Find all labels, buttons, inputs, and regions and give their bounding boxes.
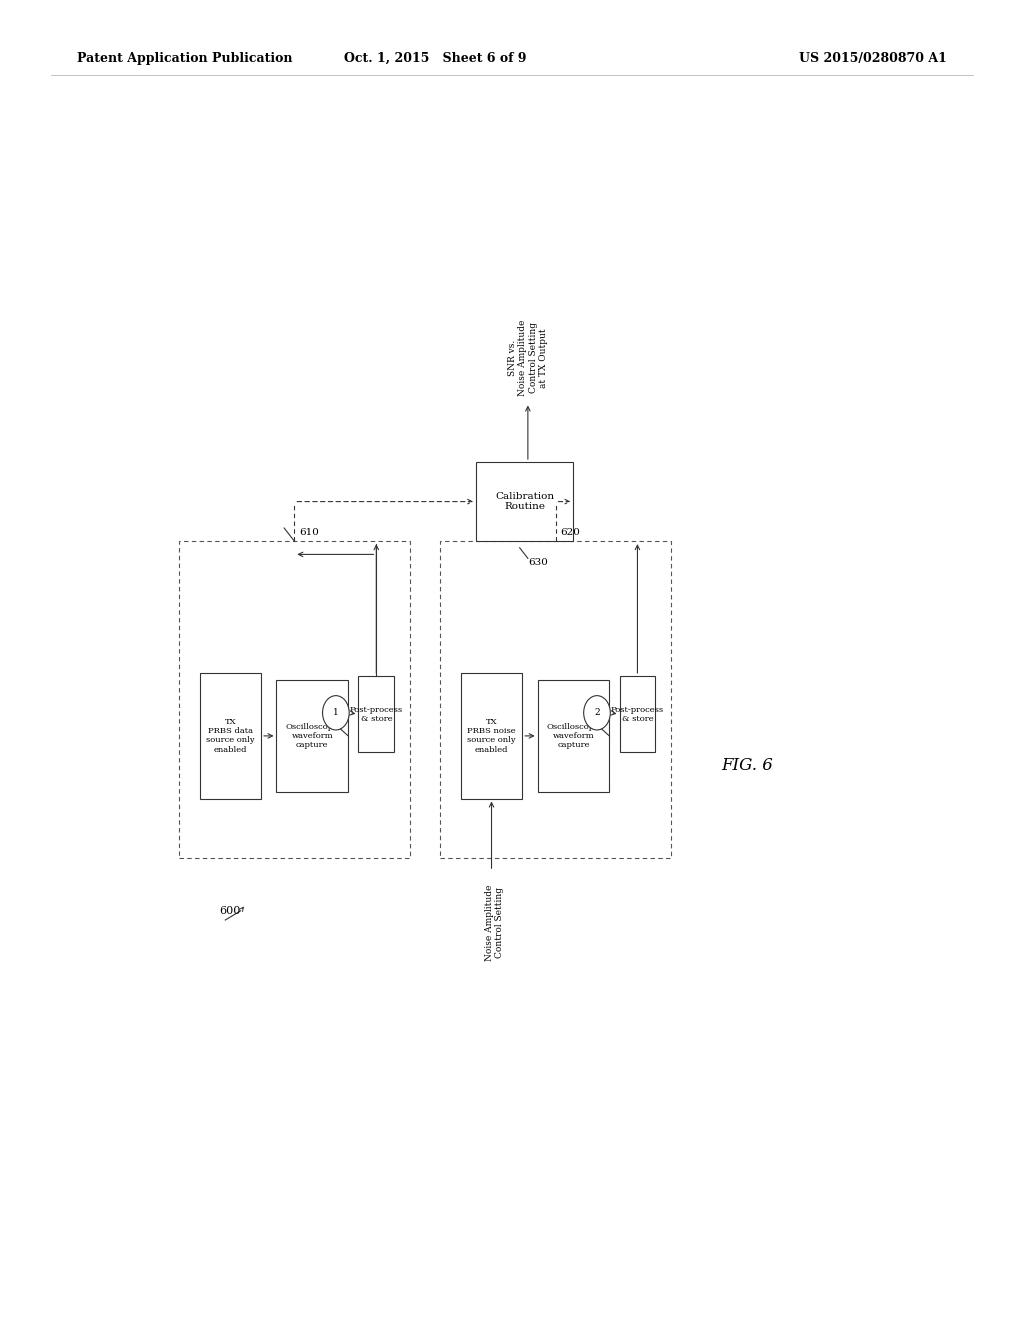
Circle shape: [323, 696, 349, 730]
Bar: [476, 462, 573, 541]
Bar: [200, 673, 261, 799]
Text: SNR vs.
Noise Amplitude
Control Setting
at TX Output: SNR vs. Noise Amplitude Control Setting …: [508, 319, 548, 396]
Text: FIG. 6: FIG. 6: [722, 758, 773, 774]
Text: US 2015/0280870 A1: US 2015/0280870 A1: [800, 51, 947, 65]
Text: 2: 2: [594, 709, 600, 717]
Text: Noise Amplitude
Control Setting: Noise Amplitude Control Setting: [485, 884, 504, 961]
Bar: [538, 680, 609, 792]
Text: 610: 610: [299, 528, 319, 537]
Bar: [440, 541, 671, 858]
Bar: [461, 673, 522, 799]
Bar: [358, 676, 394, 752]
Text: Post-process
& store: Post-process & store: [350, 705, 402, 723]
Text: Oscilloscope
waveform
capture: Oscilloscope waveform capture: [547, 722, 600, 750]
Bar: [179, 541, 410, 858]
Text: TX
PRBS noise
source only
enabled: TX PRBS noise source only enabled: [467, 718, 516, 754]
Text: 1: 1: [333, 709, 339, 717]
Text: Calibration
Routine: Calibration Routine: [496, 492, 554, 511]
Circle shape: [584, 696, 610, 730]
Text: 620: 620: [561, 528, 581, 537]
Text: Patent Application Publication: Patent Application Publication: [77, 51, 292, 65]
Text: Oct. 1, 2015   Sheet 6 of 9: Oct. 1, 2015 Sheet 6 of 9: [344, 51, 526, 65]
Text: 630: 630: [528, 558, 548, 568]
Text: TX
PRBS data
source only
enabled: TX PRBS data source only enabled: [206, 718, 255, 754]
Text: Oscilloscope
waveform
capture: Oscilloscope waveform capture: [286, 722, 339, 750]
Bar: [620, 676, 655, 752]
Bar: [276, 680, 348, 792]
Text: 600: 600: [220, 906, 241, 916]
Text: Post-process
& store: Post-process & store: [611, 705, 664, 723]
